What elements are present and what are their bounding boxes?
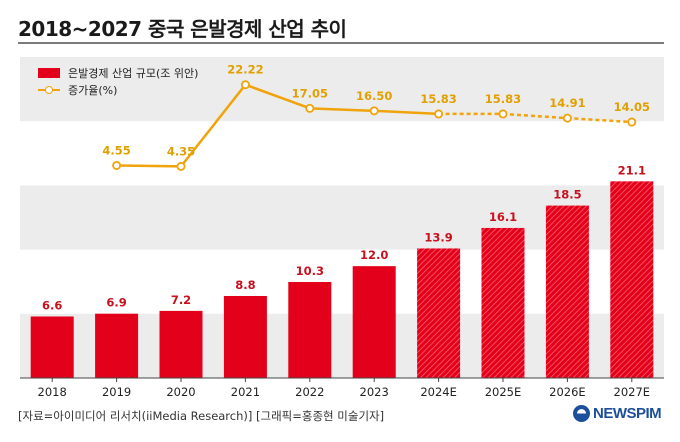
bar-value-label: 18.5 bbox=[553, 188, 581, 202]
title-divider bbox=[18, 42, 664, 44]
growth-point-2027E bbox=[627, 117, 637, 127]
bar-value-label: 16.1 bbox=[489, 210, 517, 224]
legend: 은발경제 산업 규모(조 위안) 증가율(%) bbox=[38, 64, 198, 98]
x-tick-label: 2018 bbox=[38, 385, 67, 399]
x-tick-label: 2019 bbox=[102, 385, 131, 399]
growth-value-label: 15.83 bbox=[420, 92, 456, 106]
bar-value-label: 6.6 bbox=[42, 298, 62, 312]
growth-point-2022 bbox=[305, 103, 315, 113]
bar-2027E bbox=[610, 181, 654, 378]
newspim-logo-text: NEWSPIM bbox=[593, 405, 662, 422]
x-tick-label: 2023 bbox=[360, 385, 389, 399]
growth-point-2026E bbox=[562, 113, 572, 123]
growth-value-label: 14.91 bbox=[549, 96, 585, 110]
growth-point-2021 bbox=[240, 80, 250, 90]
growth-line-segment bbox=[116, 164, 182, 168]
legend-item-bar: 은발경제 산업 규모(조 위안) bbox=[38, 64, 198, 81]
newspim-logo: NEWSPIM bbox=[573, 405, 662, 422]
bar-value-label: 12.0 bbox=[360, 248, 388, 262]
growth-point-2023 bbox=[369, 106, 379, 116]
growth-value-label: 14.05 bbox=[614, 100, 650, 114]
bar-2024E bbox=[417, 248, 461, 378]
bar-value-label: 8.8 bbox=[235, 278, 255, 292]
bar-2023 bbox=[352, 266, 396, 378]
legend-line-swatch bbox=[38, 85, 60, 95]
bar-2018 bbox=[30, 316, 74, 378]
x-tick-label: 2021 bbox=[231, 385, 260, 399]
x-tick-label: 2024E bbox=[420, 385, 457, 399]
bar-2019 bbox=[95, 313, 139, 378]
bar-value-label: 21.1 bbox=[618, 163, 646, 177]
growth-value-label: 4.35 bbox=[167, 144, 195, 158]
legend-bar-swatch bbox=[38, 67, 60, 78]
growth-line-segment bbox=[244, 83, 311, 110]
x-tick-label: 2026E bbox=[549, 385, 586, 399]
growth-line-segment bbox=[374, 109, 439, 116]
bar-2025E bbox=[481, 227, 525, 378]
bar-2020 bbox=[159, 310, 203, 378]
legend-line-label: 증가율(%) bbox=[68, 83, 118, 97]
growth-value-label: 4.55 bbox=[102, 143, 130, 157]
growth-point-2019 bbox=[112, 160, 122, 170]
growth-value-label: 15.83 bbox=[485, 92, 521, 106]
growth-line-segment bbox=[309, 107, 375, 113]
growth-point-2020 bbox=[176, 161, 186, 171]
bar-2026E bbox=[545, 205, 589, 378]
bar-2021 bbox=[223, 295, 267, 378]
legend-bar-label: 은발경제 산업 규모(조 위안) bbox=[68, 66, 199, 80]
x-tick-label: 2022 bbox=[295, 385, 324, 399]
newspim-logo-icon bbox=[573, 405, 590, 422]
bar-value-label: 6.9 bbox=[106, 296, 126, 310]
bar-value-label: 7.2 bbox=[171, 293, 191, 307]
x-tick-label: 2025E bbox=[485, 385, 522, 399]
growth-point-2024E bbox=[434, 109, 444, 119]
bar-2022 bbox=[288, 282, 332, 378]
source-credit: [자료=아이미디어 리서치(iiMedia Research)] [그래픽=홍종… bbox=[18, 409, 385, 423]
chart-title: 2018~2027 중국 은발경제 산업 추이 bbox=[18, 17, 347, 41]
growth-value-label: 17.05 bbox=[292, 86, 328, 100]
growth-value-label: 22.22 bbox=[227, 63, 263, 77]
x-tick-label: 2020 bbox=[166, 385, 195, 399]
growth-point-2025E bbox=[498, 109, 508, 119]
bar-value-label: 13.9 bbox=[424, 230, 452, 244]
growth-line-segment bbox=[567, 116, 632, 124]
x-tick-label: 2027E bbox=[614, 385, 651, 399]
legend-item-line: 증가율(%) bbox=[38, 81, 198, 98]
growth-line-segment bbox=[502, 112, 568, 120]
growth-value-label: 16.50 bbox=[356, 89, 392, 103]
bar-value-label: 10.3 bbox=[296, 264, 324, 278]
growth-line-segment bbox=[180, 83, 247, 168]
